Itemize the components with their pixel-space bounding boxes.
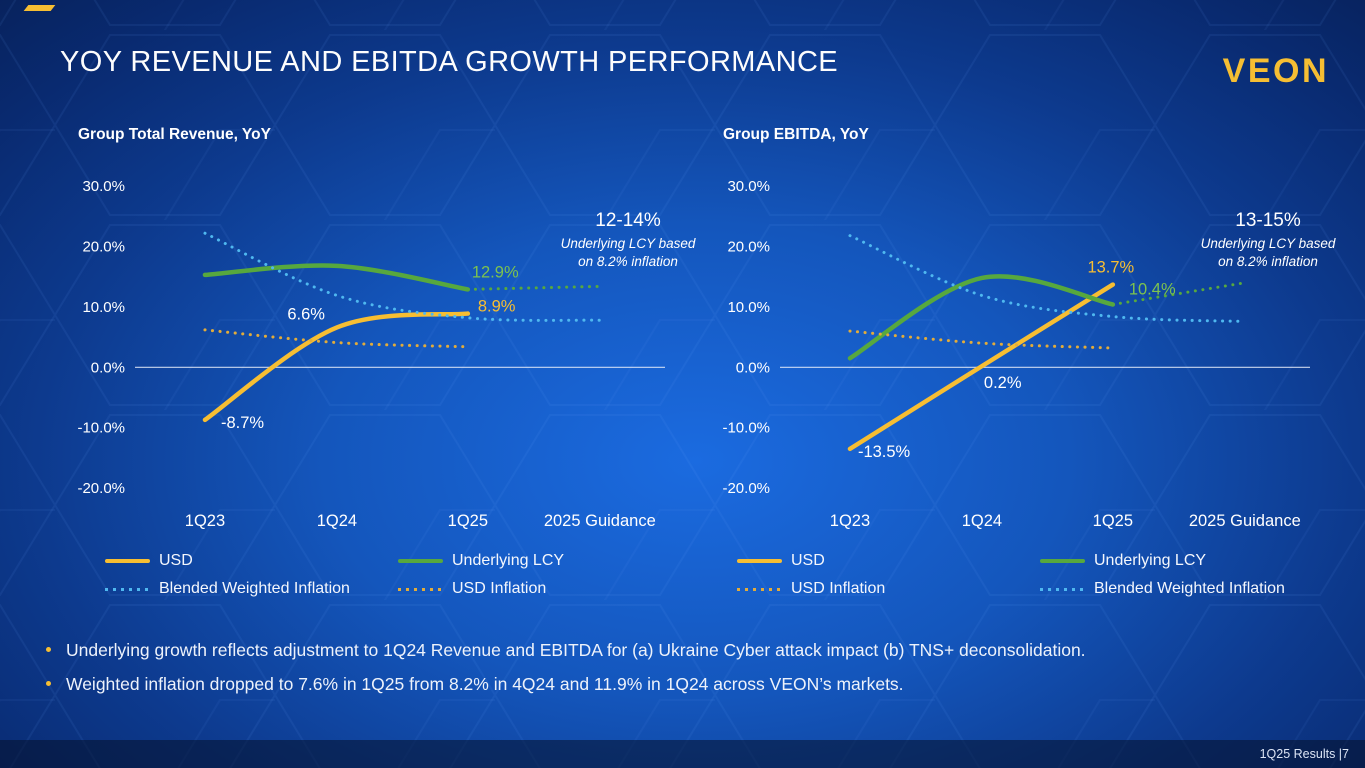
point-label: 13.7% <box>1087 259 1134 277</box>
ebitda-chart-section: Group EBITDA, YoY 30.0% 20.0% 10.0% 0.0% -10… <box>705 118 1335 618</box>
x-tick-label: 1Q23 <box>185 512 225 530</box>
corner-accent-mark <box>23 5 56 11</box>
bullet-text: Weighted inflation dropped to 7.6% in 1Q… <box>66 674 904 694</box>
y-tick-label: 10.0% <box>82 299 125 316</box>
y-tick-label: 0.0% <box>91 359 125 376</box>
footer-page-label: 1Q25 Results |7 <box>1259 747 1349 761</box>
revenue-chart-plot: 30.0% 20.0% 10.0% 0.0% -10.0% -20.0% 1Q23 1Q24 1… <box>77 178 665 530</box>
point-label: 8.9% <box>478 298 516 316</box>
blended-inflation-line-swatch <box>1040 587 1085 591</box>
y-tick-label: 30.0% <box>82 178 125 195</box>
series-usd <box>847 282 1116 452</box>
series-underlying-lcy <box>202 263 471 292</box>
footer-bar: 1Q25 Results |7 <box>0 740 1365 768</box>
y-tick-label: -20.0% <box>77 480 125 497</box>
series-usd-inflation <box>203 328 470 349</box>
underlying-lcy-line-swatch <box>1040 559 1085 563</box>
y-tick-label: -10.0% <box>77 420 125 437</box>
slide-title: YOY REVENUE AND EBITDA GROWTH PERFORMANC… <box>60 46 839 78</box>
usd-line-swatch <box>105 559 150 563</box>
revenue-guidance-value: 12-14% <box>595 210 661 231</box>
x-tick-label: 1Q25 <box>1093 512 1133 530</box>
y-tick-label: -10.0% <box>722 420 770 437</box>
legend-label: Blended Weighted Inflation <box>1094 580 1285 597</box>
ebitda-chart-legend: USD Underlying LCY USD Inflation Blended… <box>737 552 1285 598</box>
x-tick-label: 1Q23 <box>830 512 870 530</box>
ebitda-guidance-value: 13-15% <box>1235 210 1301 231</box>
point-label: 6.6% <box>287 305 325 323</box>
bullet-item: Weighted inflation dropped to 7.6% in 1Q… <box>46 674 1086 695</box>
series-usd <box>202 311 471 423</box>
legend-label: Underlying LCY <box>1094 552 1207 569</box>
x-tick-label: 2025 Guidance <box>544 512 656 530</box>
revenue-chart-legend: USD Underlying LCY Blended Weighted Infl… <box>105 552 564 598</box>
legend-label: USD Inflation <box>452 580 547 597</box>
usd-inflation-line-swatch <box>737 587 782 591</box>
usd-line-swatch <box>737 559 782 563</box>
veon-logo: VEON <box>1222 52 1329 90</box>
ebitda-guidance-annotation: 13-15% Underlying LCY based on 8.2% infl… <box>1168 210 1365 270</box>
underlying-lcy-line-swatch <box>398 559 443 563</box>
footnote-bullets: Underlying growth reflects adjustment to… <box>46 640 1086 708</box>
revenue-guidance-annotation: 12-14% Underlying LCY based on 8.2% infl… <box>528 210 728 270</box>
point-label: 0.2% <box>984 374 1022 392</box>
y-tick-label: 20.0% <box>82 239 125 256</box>
point-label: 10.4% <box>1129 281 1176 299</box>
series-underlying-lcy-guidance <box>1111 281 1247 307</box>
legend-label: USD <box>791 552 825 569</box>
legend-item-underlying-lcy: Underlying LCY <box>398 552 564 570</box>
series-blended-weighted-inflation <box>203 231 602 322</box>
legend-item-usd-inflation: USD Inflation <box>398 580 564 598</box>
usd-inflation-line-swatch <box>398 587 443 591</box>
y-tick-label: 0.0% <box>736 359 770 376</box>
legend-item-underlying-lcy: Underlying LCY <box>1040 552 1285 570</box>
legend-label: USD <box>159 552 193 569</box>
bullet-dot-icon <box>46 681 51 686</box>
series-underlying-lcy-guidance <box>466 284 602 291</box>
y-tick-label: 20.0% <box>727 239 770 256</box>
bullet-text: Underlying growth reflects adjustment to… <box>66 640 1086 660</box>
y-tick-label: -20.0% <box>722 480 770 497</box>
y-tick-label: 30.0% <box>727 178 770 195</box>
ebitda-guidance-note: Underlying LCY based on 8.2% inflation <box>1200 236 1336 269</box>
series-underlying-lcy <box>847 274 1116 361</box>
legend-label: USD Inflation <box>791 580 886 597</box>
point-label: 12.9% <box>472 263 519 281</box>
point-label: -13.5% <box>858 443 911 461</box>
series-blended-weighted-inflation <box>848 234 1247 323</box>
revenue-guidance-note: Underlying LCY based on 8.2% inflation <box>560 236 696 269</box>
x-tick-label: 1Q24 <box>962 512 1002 530</box>
y-tick-label: 10.0% <box>727 299 770 316</box>
point-label: -8.7% <box>221 414 264 432</box>
revenue-chart-section: Group Total Revenue, YoY 30.0% 20.0% 10.0%… <box>60 118 695 618</box>
blended-inflation-line-swatch <box>105 587 150 591</box>
series-usd-inflation <box>848 329 1115 350</box>
revenue-chart-title: Group Total Revenue, YoY <box>78 126 271 143</box>
bullet-dot-icon <box>46 647 51 652</box>
x-tick-label: 2025 Guidance <box>1189 512 1301 530</box>
x-tick-label: 1Q24 <box>317 512 357 530</box>
legend-item-usd: USD <box>737 552 1040 570</box>
ebitda-chart-plot: 30.0% 20.0% 10.0% 0.0% -10.0% -20.0% 1Q23 1Q24 1… <box>722 178 1310 530</box>
legend-label: Underlying LCY <box>452 552 565 569</box>
bullet-item: Underlying growth reflects adjustment to… <box>46 640 1086 661</box>
legend-item-usd-inflation: USD Inflation <box>737 580 1040 598</box>
ebitda-chart-title: Group EBITDA, YoY <box>723 126 869 143</box>
legend-item-blended-weighted-inflation: Blended Weighted Inflation <box>105 580 398 598</box>
legend-item-blended-weighted-inflation: Blended Weighted Inflation <box>1040 580 1285 598</box>
x-tick-label: 1Q25 <box>448 512 488 530</box>
legend-label: Blended Weighted Inflation <box>159 580 350 597</box>
legend-item-usd: USD <box>105 552 398 570</box>
